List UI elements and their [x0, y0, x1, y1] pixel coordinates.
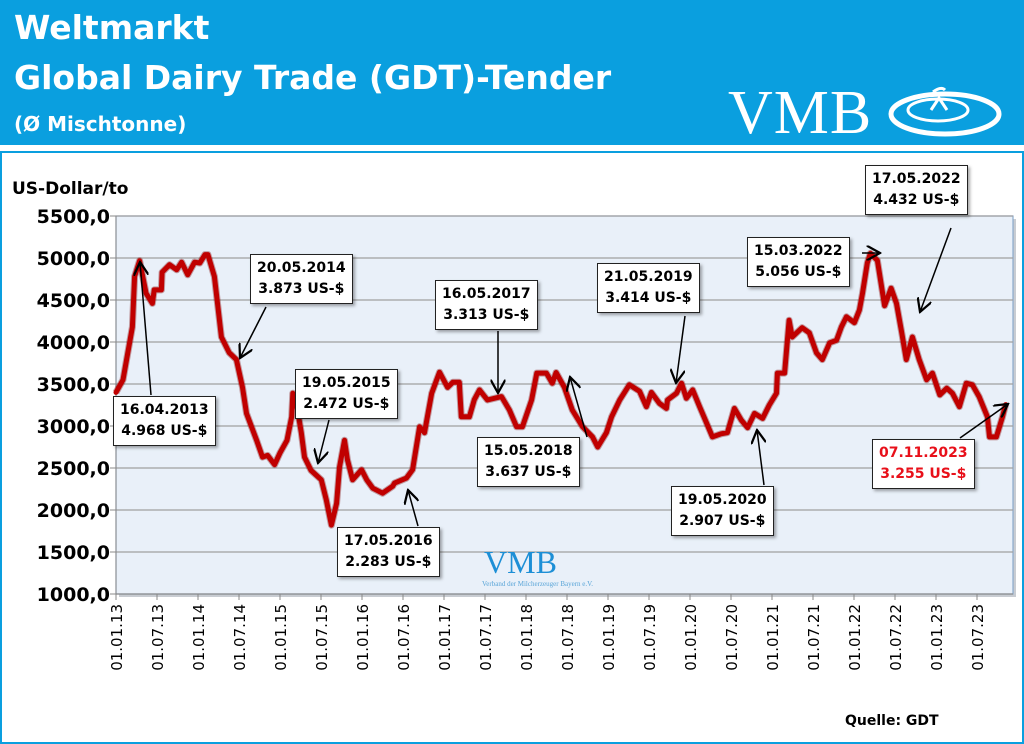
x-tick-label: 01.01.15	[272, 604, 290, 671]
header-banner: Weltmarkt Global Dairy Trade (GDT)-Tende…	[0, 0, 1024, 145]
x-tick-label: 01.01.19	[600, 604, 618, 671]
annotation-value: 3.414 US-$	[605, 290, 692, 306]
source-note: Quelle: GDT	[845, 713, 939, 729]
annotation-date: 19.05.2020	[678, 492, 767, 508]
x-tick-label: 01.01.22	[846, 604, 864, 671]
y-tick-label: 3500,0	[37, 374, 110, 396]
x-tick-label: 01.01.17	[436, 604, 454, 671]
annotation-box: 16.05.2017 3.313 US-$	[435, 280, 538, 330]
y-tick-label: 2500,0	[37, 458, 110, 480]
y-tick-label: 3000,0	[37, 416, 110, 438]
annotation-box: 20.05.2014 3.873 US-$	[250, 254, 353, 304]
x-tick-label: 01.01.18	[518, 604, 536, 671]
x-tick-label: 01.07.14	[231, 604, 249, 671]
x-tick-label: 01.07.22	[887, 604, 905, 671]
vmb-swirl-icon	[888, 86, 1002, 137]
annotation-value: 3.637 US-$	[485, 464, 572, 480]
annotation-arrow	[240, 306, 267, 358]
title-line-3: (Ø Mischtonne)	[14, 112, 187, 136]
annotation-date: 15.03.2022	[754, 243, 843, 259]
x-tick-label: 01.01.16	[354, 604, 372, 671]
y-tick-label: 5500,0	[37, 206, 110, 228]
annotation-box: 17.05.2016 2.283 US-$	[337, 527, 440, 577]
annotation-arrow	[140, 262, 152, 396]
x-tick-label: 01.07.19	[641, 604, 659, 671]
annotation-date: 17.05.2016	[344, 533, 433, 549]
annotation-box: 19.05.2020 2.907 US-$	[671, 486, 774, 536]
x-tick-label: 01.01.13	[108, 604, 126, 671]
annotation-value: 5.056 US-$	[755, 264, 842, 280]
annotation-value: 3.313 US-$	[443, 307, 530, 323]
title-line-2: Global Dairy Trade (GDT)-Tender	[14, 58, 612, 97]
annotation-date: 20.05.2014	[257, 260, 346, 276]
annotation-arrow	[959, 404, 1008, 439]
y-tick-label: 1000,0	[37, 584, 110, 606]
annotation-value: 3.873 US-$	[258, 281, 345, 297]
x-tick-label: 01.01.20	[682, 604, 700, 671]
annotation-box: 16.04.2013 4.968 US-$	[113, 396, 216, 446]
annotation-box: 07.11.2023 3.255 US-$	[872, 439, 975, 489]
x-tick-label: 01.07.20	[723, 604, 741, 671]
annotation-box: 15.03.2022 5.056 US-$	[747, 237, 850, 287]
annotation-arrow	[676, 315, 686, 383]
x-tick-label: 01.07.16	[395, 604, 413, 671]
annotation-date: 17.05.2022	[872, 171, 961, 187]
vmb-logo: VMB	[728, 82, 1003, 144]
annotation-box: 21.05.2019 3.414 US-$	[597, 263, 700, 313]
annotation-value: 2.472 US-$	[303, 396, 390, 412]
annotation-date: 19.05.2015	[302, 375, 391, 391]
annotation-arrow	[920, 227, 952, 312]
watermark-subtitle: Verband der Milcherzeuger Bayern e.V.	[482, 580, 594, 588]
annotation-box: 19.05.2015 2.472 US-$	[295, 369, 398, 419]
y-tick-label: 2000,0	[37, 500, 110, 522]
x-tick-label: 01.01.14	[190, 604, 208, 671]
x-tick-label: 01.01.21	[764, 604, 782, 671]
x-tick-label: 01.07.15	[313, 604, 331, 671]
annotation-date: 15.05.2018	[484, 443, 573, 459]
y-tick-label: 1500,0	[37, 542, 110, 564]
x-tick-label: 01.07.18	[559, 604, 577, 671]
title-line-1: Weltmarkt	[14, 8, 210, 47]
x-tick-label: 01.07.13	[149, 604, 167, 671]
annotation-arrow	[318, 419, 330, 463]
y-axis-title: US-Dollar/to	[12, 179, 129, 199]
x-tick-label: 01.07.17	[477, 604, 495, 671]
x-tick-label: 01.01.23	[928, 604, 946, 671]
x-tick-label: 01.07.23	[969, 604, 987, 671]
y-tick-label: 4500,0	[37, 290, 110, 312]
annotation-date: 16.05.2017	[442, 286, 531, 302]
x-tick-label: 01.07.21	[805, 604, 823, 671]
y-tick-label: 4000,0	[37, 332, 110, 354]
annotation-value: 3.255 US-$	[880, 466, 967, 482]
annotation-value: 4.432 US-$	[873, 192, 960, 208]
annotation-value: 2.283 US-$	[345, 554, 432, 570]
annotation-date: 07.11.2023	[879, 445, 968, 461]
y-tick-label: 5000,0	[37, 248, 110, 270]
annotation-date: 16.04.2013	[120, 402, 209, 418]
annotation-arrow	[408, 490, 418, 527]
annotation-date: 21.05.2019	[604, 269, 693, 285]
annotation-box: 17.05.2022 4.432 US-$	[865, 165, 968, 215]
annotation-value: 2.907 US-$	[679, 513, 766, 529]
watermark-logo: VMB	[484, 544, 557, 580]
annotation-box: 15.05.2018 3.637 US-$	[477, 437, 580, 487]
vmb-logo-text: VMB	[728, 79, 873, 147]
annotation-value: 4.968 US-$	[121, 423, 208, 439]
annotation-arrow	[570, 377, 588, 438]
annotation-arrow	[757, 430, 764, 486]
